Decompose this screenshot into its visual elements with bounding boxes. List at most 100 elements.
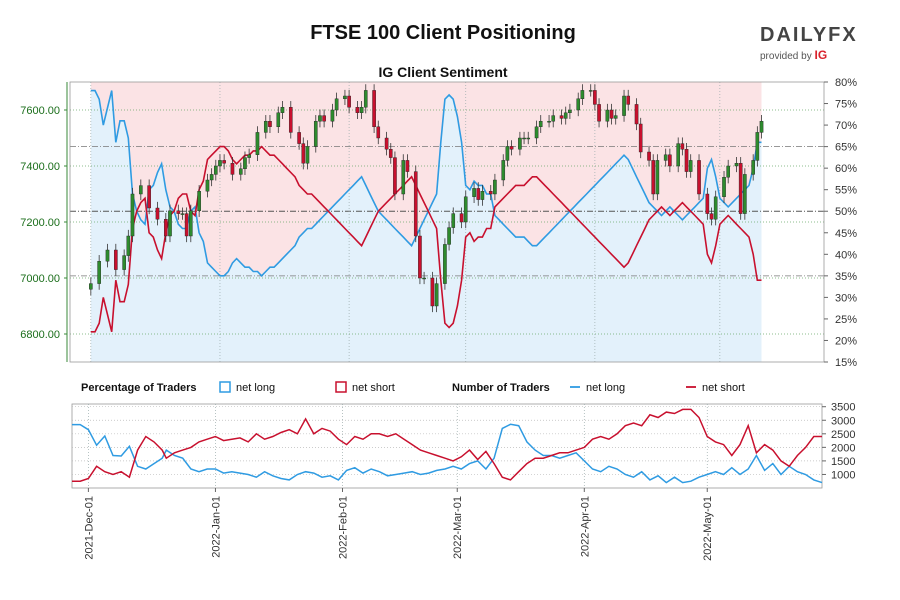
count-tick-label: 3500 xyxy=(831,402,855,414)
candle-body xyxy=(97,261,101,284)
logo-provided-by: provided by IG xyxy=(760,48,870,62)
candle-body xyxy=(680,143,685,150)
candle-body xyxy=(551,115,556,122)
candle-body xyxy=(313,120,318,147)
candle-body xyxy=(318,115,322,122)
candle-body xyxy=(122,255,126,270)
candle-body xyxy=(305,146,310,164)
bottom-panel: 2021-Dec-01 2022-Jan-01 2022-Feb-01 2022-Ma… xyxy=(71,402,855,561)
candle-body xyxy=(418,235,422,279)
candle-body xyxy=(443,244,447,284)
candle-body xyxy=(626,95,631,105)
candle-body xyxy=(301,143,306,164)
candle-body xyxy=(139,185,143,195)
pct-tick-label: 65% xyxy=(835,142,857,154)
candle-body xyxy=(713,196,718,220)
logo-wordmark: DAILYFX xyxy=(760,24,858,46)
candle-body xyxy=(155,207,160,220)
candle-body xyxy=(413,171,418,237)
date-tick-label: 2022-Feb-01 xyxy=(337,496,349,559)
candle-body xyxy=(393,157,397,195)
pct-tick-label: 70% xyxy=(835,120,857,132)
candle-body xyxy=(268,120,272,127)
candle-body xyxy=(363,90,368,108)
bottom-plot-frame xyxy=(71,403,823,489)
candle-body xyxy=(605,109,610,122)
candle-body xyxy=(534,126,539,139)
candle-body xyxy=(447,227,451,245)
chart-subtitle: IG Client Sentiment xyxy=(378,64,508,80)
count-tick-label: 1000 xyxy=(831,469,855,481)
candle-body xyxy=(613,115,618,119)
candle-body xyxy=(609,109,614,119)
candle-body xyxy=(743,174,747,214)
candle-body xyxy=(751,160,755,175)
legend-number-heading: Number of Traders xyxy=(452,382,550,394)
candle-body xyxy=(522,137,526,140)
count-tick-label: 2500 xyxy=(831,429,855,441)
pct-tick-label: 25% xyxy=(835,314,857,326)
pct-tick-label: 40% xyxy=(835,249,857,261)
candle-body xyxy=(197,190,201,211)
num-net-short-line xyxy=(72,408,822,482)
candle-body xyxy=(434,283,439,307)
pct-tick-label: 75% xyxy=(835,99,857,111)
date-tick-label: 2022-Mar-01 xyxy=(452,496,464,559)
candle-body xyxy=(568,109,572,113)
candle-body xyxy=(655,160,660,195)
candle-body xyxy=(209,174,214,181)
plot-frame xyxy=(69,81,825,363)
pct-tick-label: 50% xyxy=(835,206,857,218)
legend-pct-short-label: net short xyxy=(352,382,395,394)
count-tick-label: 2000 xyxy=(831,442,855,454)
candle-body xyxy=(518,137,522,150)
candle-body xyxy=(430,277,435,307)
candle-body xyxy=(547,120,551,123)
candle-body xyxy=(255,132,260,155)
candle-body xyxy=(505,146,510,161)
pct-tick-label: 15% xyxy=(835,357,857,369)
candle-body xyxy=(126,235,131,256)
pct-tick-label: 80% xyxy=(835,77,857,89)
candle-body xyxy=(593,90,597,105)
price-tick-label: 7000.00 xyxy=(20,273,60,285)
candle-body xyxy=(359,106,364,113)
candle-body xyxy=(214,165,218,175)
candle-body xyxy=(638,123,643,153)
candle-body xyxy=(280,106,285,113)
candle-body xyxy=(401,160,406,195)
candle-body xyxy=(580,90,585,100)
candle-body xyxy=(297,132,301,144)
pct-net-short-line xyxy=(90,145,762,333)
candle-body xyxy=(501,160,506,181)
pct-tick-label: 55% xyxy=(835,185,857,197)
candle-body xyxy=(738,162,743,214)
candle-body xyxy=(668,154,672,167)
num-net-long-line xyxy=(72,423,823,484)
date-tick-label: 2022-Apr-01 xyxy=(579,496,591,557)
candle-body xyxy=(697,160,701,195)
candle-body xyxy=(576,98,581,111)
candle-body xyxy=(114,249,118,270)
candle-body xyxy=(322,115,326,122)
ig-logo: IG xyxy=(814,48,828,62)
top-panel: 6800.00 7000.00 7200.00 7400.00 7600.00 15% 20… xyxy=(20,77,857,369)
candle-body xyxy=(480,190,485,200)
candle-body xyxy=(755,132,760,161)
candle-body xyxy=(189,210,193,237)
pct-tick-label: 20% xyxy=(835,335,857,347)
pct-tick-label: 45% xyxy=(835,228,857,240)
candle-body xyxy=(463,196,468,223)
candle-body xyxy=(559,115,564,119)
candle-body xyxy=(263,120,268,133)
candle-body xyxy=(422,277,426,280)
candle-body xyxy=(634,104,639,125)
candle-body xyxy=(243,157,247,170)
legend: Percentage of Traders net long net short… xyxy=(81,381,745,394)
net-short-area xyxy=(90,82,762,276)
candle-body xyxy=(688,160,693,172)
count-tick-label: 1500 xyxy=(831,456,855,468)
date-tick-label: 2021-Dec-01 xyxy=(83,496,95,560)
candle-body xyxy=(343,95,347,99)
